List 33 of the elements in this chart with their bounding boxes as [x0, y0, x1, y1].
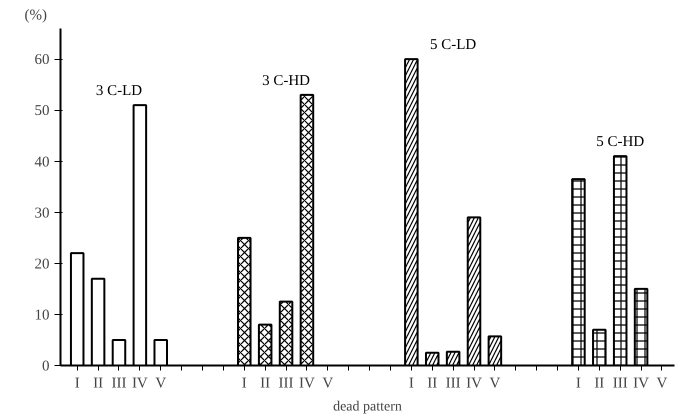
x-tick-label: III: [111, 376, 126, 392]
x-tick-label: III: [278, 376, 294, 392]
x-tick-label: IV: [299, 376, 316, 392]
x-tick-label: II: [594, 376, 604, 392]
x-axis-title: dead pattern: [333, 400, 402, 414]
y-tick-label: 0: [42, 358, 50, 374]
x-tick-label: V: [489, 376, 500, 392]
y-tick-label: 10: [34, 307, 50, 324]
series-label: 3 C-LD: [96, 83, 142, 100]
series-label: 5 C-LD: [430, 37, 476, 54]
x-tick-label: I: [242, 376, 247, 392]
x-tick-label: IV: [132, 376, 148, 392]
x-tick-label: IV: [633, 376, 650, 392]
x-tick-label: II: [93, 376, 104, 392]
y-tick-label: 30: [34, 205, 50, 222]
x-tick-label: I: [576, 376, 581, 392]
x-tick-label: I: [74, 376, 80, 392]
y-tick-label: 20: [34, 256, 50, 272]
x-tick-label: I: [408, 376, 414, 392]
y-axis-title: (%): [24, 8, 47, 24]
x-tick-label: II: [260, 376, 270, 392]
series-label: 3 C-HD: [262, 72, 310, 89]
series-label: 5 C-HD: [596, 134, 644, 150]
y-tick-label: 60: [34, 52, 50, 68]
x-tick-label: V: [322, 376, 334, 392]
x-tick-label: IV: [466, 376, 482, 392]
x-tick-label: II: [427, 376, 438, 392]
x-tick-label: V: [656, 376, 668, 392]
y-tick-label: 40: [34, 154, 50, 170]
x-tick-label: V: [155, 376, 166, 392]
x-tick-label: III: [612, 376, 628, 392]
x-tick-label: III: [446, 376, 461, 392]
y-tick-label: 50: [34, 103, 50, 120]
